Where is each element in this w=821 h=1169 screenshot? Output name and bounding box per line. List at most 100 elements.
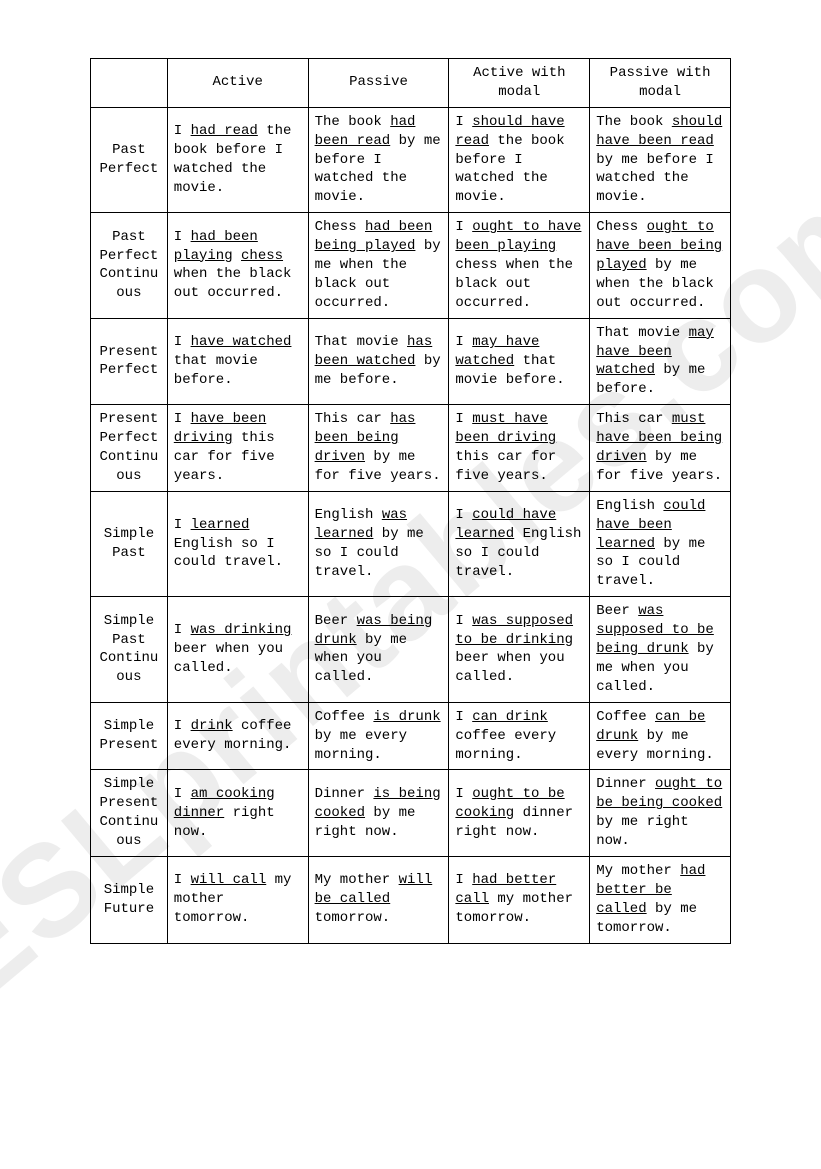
table-cell: Coffee can be drunk by me every morning.	[590, 702, 731, 770]
table-row: Past PerfectI had read the book before I…	[91, 107, 731, 212]
plain-text: I	[174, 718, 191, 734]
plain-text: Dinner	[315, 786, 374, 802]
plain-text: I	[455, 411, 472, 427]
plain-text: My mother	[315, 872, 399, 888]
underlined-text: will call	[191, 872, 267, 888]
plain-text: Coffee	[315, 709, 374, 725]
underlined-text: had read	[191, 123, 258, 139]
table-cell: I had better call my mother tomorrow.	[449, 856, 590, 943]
plain-text: coffee every morning.	[455, 728, 556, 763]
row-label: Simple Past Continuous	[91, 597, 168, 702]
table-row: Simple Past ContinuousI was drinking bee…	[91, 597, 731, 702]
underlined-text: dinner	[174, 805, 224, 821]
plain-text: when the black out occurred.	[174, 266, 292, 301]
table-row: Simple PresentI drink coffee every morni…	[91, 702, 731, 770]
plain-text: The book	[596, 114, 672, 130]
underlined-text: is drunk	[373, 709, 440, 725]
plain-text: I	[455, 219, 472, 235]
plain-text: This car	[315, 411, 391, 427]
table-cell: I could have learned English so I could …	[449, 491, 590, 596]
header-passive: Passive	[308, 59, 449, 108]
plain-text: Coffee	[596, 709, 655, 725]
plain-text	[233, 248, 241, 264]
plain-text: beer when you called.	[455, 650, 564, 685]
plain-text: Beer	[596, 603, 638, 619]
header-active-modal: Active with modal	[449, 59, 590, 108]
row-label: Present Perfect	[91, 318, 168, 405]
table-cell: I learned English so I could travel.	[167, 491, 308, 596]
plain-text: chess when the black out occurred.	[455, 257, 573, 311]
plain-text: that movie before.	[174, 353, 258, 388]
plain-text: Beer	[315, 613, 357, 629]
plain-text: I	[174, 786, 191, 802]
table-cell: I drink coffee every morning.	[167, 702, 308, 770]
plain-text: The book	[315, 114, 391, 130]
plain-text: I	[455, 613, 472, 629]
table-cell: Coffee is drunk by me every morning.	[308, 702, 449, 770]
plain-text: That movie	[596, 325, 688, 341]
table-row: Simple Present Continuous I am cooking di…	[91, 770, 731, 857]
table-cell: I was drinking beer when you called.	[167, 597, 308, 702]
table-cell: I can drink coffee every morning.	[449, 702, 590, 770]
plain-text: I	[174, 334, 191, 350]
plain-text: I	[455, 114, 472, 130]
table-cell: Chess had been being played by me when t…	[308, 213, 449, 318]
row-label: Simple Present	[91, 702, 168, 770]
row-label: Past Perfect	[91, 107, 168, 212]
header-passive-modal: Passive with modal	[590, 59, 731, 108]
header-active: Active	[167, 59, 308, 108]
table-header-row: Active Passive Active with modal Passive…	[91, 59, 731, 108]
row-label: Simple Past	[91, 491, 168, 596]
plain-text: I	[174, 123, 191, 139]
row-label: Simple Present Continuous	[91, 770, 168, 857]
table-cell: I will call my mother tomorrow.	[167, 856, 308, 943]
plain-text: beer when you called.	[174, 641, 283, 676]
table-cell: I must have been driving this car for fi…	[449, 405, 590, 492]
table-cell: Dinner ought to be being cooked by me ri…	[590, 770, 731, 857]
plain-text: That movie	[315, 334, 407, 350]
table-row: Present Perfect ContinuousI have been dr…	[91, 405, 731, 492]
table-cell: I had read the book before I watched the…	[167, 107, 308, 212]
table-cell: I have watched that movie before.	[167, 318, 308, 405]
table-cell: Beer was being drunk by me when you call…	[308, 597, 449, 702]
plain-text: I	[455, 709, 472, 725]
table-cell: My mother will be called tomorrow.	[308, 856, 449, 943]
table-cell: My mother had better be called by me tom…	[590, 856, 731, 943]
table-cell: Chess ought to have been being played by…	[590, 213, 731, 318]
table-cell: I may have watched that movie before.	[449, 318, 590, 405]
table-cell: That movie has been watched by me before…	[308, 318, 449, 405]
plain-text: I	[455, 507, 472, 523]
table-cell: I ought to be cooking dinner right now.	[449, 770, 590, 857]
plain-text: by me every morning.	[315, 728, 407, 763]
plain-text: I	[174, 517, 191, 533]
underlined-text: chess	[241, 248, 283, 264]
plain-text: Chess	[596, 219, 646, 235]
underlined-text: learned	[191, 517, 250, 533]
plain-text: I	[174, 411, 191, 427]
table-row: Simple PastI learned English so I could …	[91, 491, 731, 596]
underlined-text: can drink	[472, 709, 548, 725]
table-row: Present PerfectI have watched that movie…	[91, 318, 731, 405]
row-label: Simple Future	[91, 856, 168, 943]
plain-text: I	[455, 786, 472, 802]
grammar-table: Active Passive Active with modal Passive…	[90, 58, 731, 944]
plain-text: I	[174, 229, 191, 245]
plain-text: I	[455, 872, 472, 888]
table-cell: I should have read the book before I wat…	[449, 107, 590, 212]
plain-text: this car for five years.	[455, 449, 556, 484]
plain-text: English	[315, 507, 382, 523]
table-cell: Dinner is being cooked by me right now.	[308, 770, 449, 857]
underlined-text: ought to have been playing	[455, 219, 581, 254]
table-cell: I had been playing chess when the black …	[167, 213, 308, 318]
table-cell: This car must have been being driven by …	[590, 405, 731, 492]
plain-text: English so I could travel.	[174, 536, 283, 571]
underlined-text: was drinking	[191, 622, 292, 638]
table-cell: I ought to have been playing chess when …	[449, 213, 590, 318]
table-cell: This car has been being driven by me for…	[308, 405, 449, 492]
underlined-text: have watched	[191, 334, 292, 350]
underlined-text: am cooking	[191, 786, 275, 802]
plain-text: Dinner	[596, 776, 655, 792]
plain-text: This car	[596, 411, 672, 427]
row-label: Past Perfect Continuous	[91, 213, 168, 318]
underlined-text: drink	[191, 718, 233, 734]
